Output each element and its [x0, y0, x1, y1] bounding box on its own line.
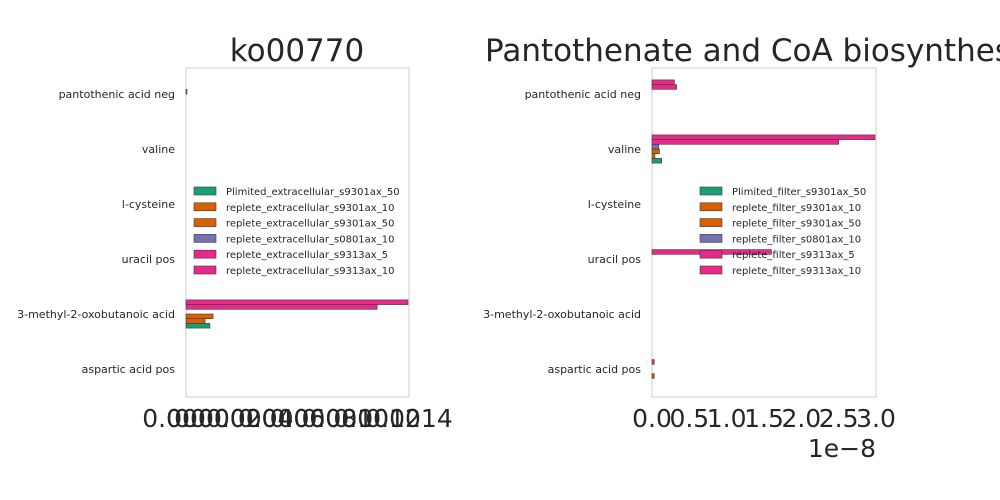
x-tick-label: 0.0010: [302, 404, 389, 433]
legend-swatch: [699, 265, 723, 275]
chart-panel-pantothenate: Pantothenate and CoA biosynthes aspartic …: [483, 33, 1000, 463]
x-tick-label: 0.0002: [174, 404, 261, 433]
bar-mark: [185, 318, 206, 324]
legend-label: replete_extracellular_s0801ax_10: [226, 234, 394, 245]
legend: Plimited_extracellular_s9301ax_50replete…: [193, 186, 400, 277]
bar-mark: [185, 299, 409, 305]
bar-mark: [185, 89, 188, 95]
legend: Plimited_filter_s9301ax_50 replete_filter…: [699, 186, 866, 277]
x-tick-label: 0.0008: [270, 404, 357, 433]
x-tick-label: 0.5: [669, 404, 709, 433]
legend-label: replete_filter_s9313ax_5: [732, 250, 855, 261]
legend-label: replete_filter_s9301ax_50: [732, 219, 861, 230]
y-tick-label: 3-methyl-2-oxobutanoic acid: [17, 308, 175, 321]
x-tick-label: 0.0014: [365, 404, 452, 433]
bar-mark: [651, 373, 655, 379]
bar-mark: [185, 304, 378, 310]
plot-frame: [651, 67, 877, 398]
bar-mark: [651, 144, 660, 150]
y-tick-label: aspartic acid pos: [82, 363, 176, 376]
plot-frame: [185, 67, 410, 398]
legend-label: replete_filter_s9301ax_10: [732, 203, 861, 214]
legend-swatch: [193, 186, 217, 196]
x-tick-label: 3.0: [856, 404, 896, 433]
x-tick-label: 0.0006: [238, 404, 325, 433]
bar-mark: [651, 148, 660, 154]
bar-mark: [651, 134, 876, 140]
x-tick-label: 0.0004: [206, 404, 293, 433]
y-tick-label: pantothenic acid neg: [525, 88, 641, 101]
legend-swatch: [699, 202, 723, 212]
legend-label: replete_extracellular_s9313ax_10: [226, 266, 394, 277]
bar-mark: [651, 153, 656, 159]
x-tick-label: 0.0000: [142, 404, 229, 433]
bar-mark: [651, 79, 675, 85]
bar-mark: [185, 323, 211, 329]
x-tick-label: 0.0: [632, 404, 672, 433]
y-tick-label: valine: [608, 143, 641, 156]
legend-swatch: [699, 218, 723, 227]
legend-label: replete_filter_s0801ax_10: [732, 234, 861, 245]
bar-mark: [651, 359, 655, 365]
legend-label: Plimited_filter_s9301ax_50: [732, 187, 866, 198]
y-tick-label: uracil pos: [588, 253, 642, 266]
x-tick-label: 2.5: [819, 404, 859, 433]
legend-swatch: [193, 234, 217, 243]
x-tick-label: 0.0012: [333, 404, 420, 433]
legend-label: Plimited_extracellular_s9301ax_50: [226, 187, 400, 198]
bar-mark: [185, 313, 214, 319]
y-tick-label: valine: [142, 143, 175, 156]
legend-swatch: [699, 186, 723, 196]
legend-label: replete_extracellular_s9301ax_10: [226, 203, 394, 214]
y-tick-label: l-cysteine: [588, 198, 641, 211]
legend-label: replete_extracellular_s9313ax_5: [226, 250, 388, 261]
legend-swatch: [193, 249, 217, 259]
legend-swatch: [699, 234, 723, 243]
x-tick-label: 1.5: [744, 404, 784, 433]
y-tick-label: pantothenic acid neg: [59, 88, 175, 101]
chart-panel-ko00770: ko00770 aspartic acid pos 3-methyl-2-oxobu…: [17, 33, 453, 433]
legend-swatch: [193, 218, 217, 227]
y-tick-label: l-cysteine: [122, 198, 175, 211]
bar-mark: [651, 84, 677, 90]
chart-title: Pantothenate and CoA biosynthes: [485, 33, 1000, 69]
legend-swatch: [193, 202, 217, 212]
chart-title: ko00770: [230, 33, 364, 69]
bar-mark: [651, 139, 839, 145]
legend-label: replete_extracellular_s9301ax_50: [226, 219, 394, 230]
x-offset-label: 1e−8: [808, 434, 876, 463]
legend-swatch: [193, 265, 217, 275]
y-tick-label: uracil pos: [122, 253, 176, 266]
x-tick-label: 2.0: [781, 404, 821, 433]
bar-mark: [651, 158, 663, 164]
x-tick-label: 1.0: [707, 404, 747, 433]
legend-swatch: [699, 249, 723, 259]
legend-label: replete_filter_s9313ax_10: [732, 266, 861, 277]
x-tick-label: 0.0: [166, 404, 206, 433]
y-tick-label: 3-methyl-2-oxobutanoic acid: [483, 308, 641, 321]
y-tick-label: aspartic acid pos: [548, 363, 642, 376]
